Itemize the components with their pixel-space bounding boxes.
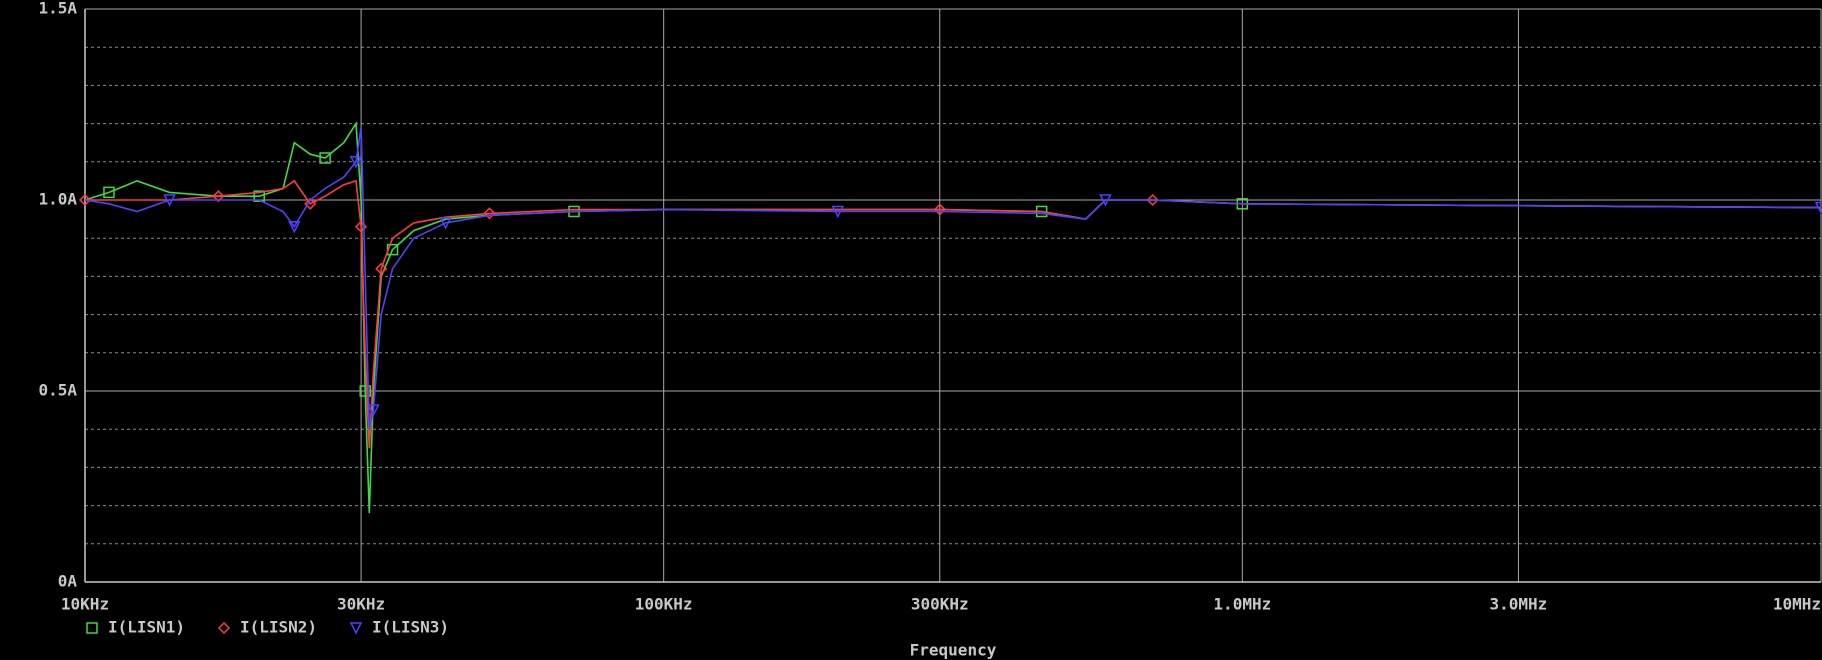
marker: [349, 156, 363, 169]
x-tick-label: 100KHz: [635, 595, 693, 614]
legend-marker: [217, 621, 231, 635]
marker: [483, 207, 496, 220]
marker: [831, 205, 845, 219]
marker: [163, 194, 176, 207]
x-tick-label: 3.0MHz: [1490, 595, 1548, 614]
marker: [319, 152, 331, 164]
x-axis-label: Frequency: [910, 641, 997, 660]
series-line: [84, 127, 1822, 430]
marker: [359, 385, 371, 397]
marker: [1814, 201, 1822, 215]
marker: [1099, 194, 1112, 207]
legend-label: I(LISN3): [372, 618, 449, 637]
marker: [1146, 193, 1159, 207]
marker: [304, 197, 317, 210]
legend-marker: [86, 622, 98, 634]
marker: [933, 203, 946, 216]
y-tick-label: 0A: [58, 572, 78, 591]
x-tick-label: 300KHz: [911, 595, 969, 614]
x-tick-label: 10MHz: [1773, 595, 1821, 614]
x-tick-label: 1.0MHz: [1213, 595, 1271, 614]
y-tick-label: 1.0A: [38, 190, 77, 209]
series-line: [84, 121, 1822, 514]
marker: [253, 190, 265, 202]
marker: [288, 220, 301, 234]
y-tick-label: 0.5A: [38, 381, 77, 400]
legend-label: I(LISN1): [108, 618, 185, 637]
legend-label: I(LISN2): [240, 618, 317, 637]
y-tick-label: 1.5A: [38, 0, 77, 18]
x-tick-label: 30KHz: [337, 595, 385, 614]
x-tick-label: 10KHz: [61, 595, 109, 614]
marker: [212, 190, 225, 203]
legend-marker: [349, 622, 363, 635]
marker: [78, 193, 92, 207]
marker: [439, 217, 452, 230]
marker: [103, 186, 115, 199]
marker: [367, 404, 380, 417]
marker: [375, 262, 388, 275]
